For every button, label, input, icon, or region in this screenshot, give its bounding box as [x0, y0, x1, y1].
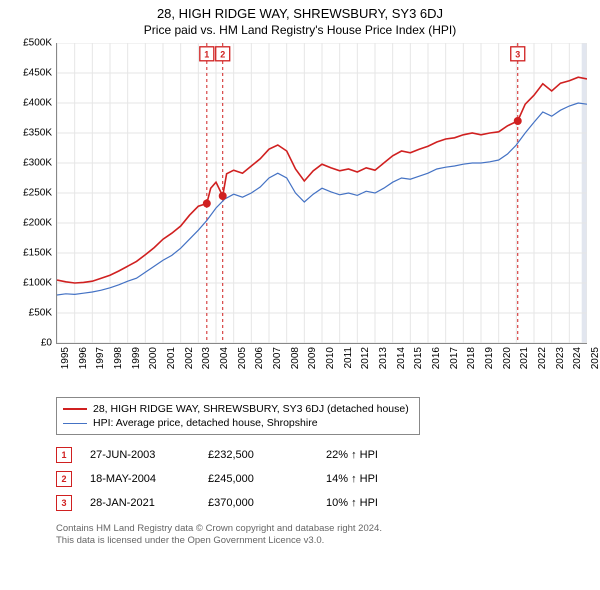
x-axis-label: 1999	[131, 347, 142, 369]
x-axis-label: 2017	[449, 347, 460, 369]
marker-number-box: 3	[56, 495, 72, 511]
y-axis-label: £500K	[23, 38, 52, 49]
x-axis-label: 1998	[113, 347, 124, 369]
x-axis-label: 2003	[201, 347, 212, 369]
x-axis-label: 2007	[272, 347, 283, 369]
marker-diff: 10% ↑ HPI	[326, 497, 426, 509]
marker-price: £370,000	[208, 497, 308, 509]
marker-row: 1 27-JUN-2003 £232,500 22% ↑ HPI	[56, 443, 486, 467]
marker-row: 2 18-MAY-2004 £245,000 14% ↑ HPI	[56, 467, 486, 491]
x-axis-label: 2024	[572, 347, 583, 369]
legend-swatch	[63, 408, 87, 410]
chart-subtitle: Price paid vs. HM Land Registry's House …	[8, 23, 592, 37]
x-axis-label: 2001	[166, 347, 177, 369]
x-axis-label: 2019	[484, 347, 495, 369]
y-axis-label: £350K	[23, 128, 52, 139]
x-axis-label: 1996	[78, 347, 89, 369]
x-axis-label: 2002	[184, 347, 195, 369]
y-axis-label: £450K	[23, 68, 52, 79]
legend: 28, HIGH RIDGE WAY, SHREWSBURY, SY3 6DJ …	[56, 397, 420, 435]
y-axis-label: £400K	[23, 98, 52, 109]
legend-label: 28, HIGH RIDGE WAY, SHREWSBURY, SY3 6DJ …	[93, 403, 409, 415]
y-axis-label: £150K	[23, 248, 52, 259]
marker-number-box: 2	[56, 471, 72, 487]
x-axis-label: 2011	[343, 347, 354, 369]
chart-title: 28, HIGH RIDGE WAY, SHREWSBURY, SY3 6DJ	[8, 6, 592, 21]
legend-swatch	[63, 423, 87, 424]
marker-price: £245,000	[208, 473, 308, 485]
x-axis-label: 2022	[537, 347, 548, 369]
x-axis-label: 2021	[519, 347, 530, 369]
footer-line-1: Contains HM Land Registry data © Crown c…	[56, 523, 592, 535]
y-axis-label: £300K	[23, 158, 52, 169]
legend-label: HPI: Average price, detached house, Shro…	[93, 417, 318, 429]
x-axis-label: 2005	[237, 347, 248, 369]
y-axis-label: £200K	[23, 218, 52, 229]
svg-text:3: 3	[515, 49, 520, 59]
x-axis-label: 2000	[148, 347, 159, 369]
marker-row: 3 28-JAN-2021 £370,000 10% ↑ HPI	[56, 491, 486, 515]
x-axis-label: 2016	[431, 347, 442, 369]
marker-table: 1 27-JUN-2003 £232,500 22% ↑ HPI 2 18-MAY-200…	[56, 443, 486, 515]
x-axis-label: 2013	[378, 347, 389, 369]
y-axis-label: £250K	[23, 188, 52, 199]
y-axis-label: £0	[41, 338, 52, 349]
y-axis-label: £100K	[23, 278, 52, 289]
marker-diff: 22% ↑ HPI	[326, 449, 426, 461]
x-axis-label: 2020	[502, 347, 513, 369]
marker-diff: 14% ↑ HPI	[326, 473, 426, 485]
x-axis-label: 1997	[95, 347, 106, 369]
x-axis-label: 2014	[396, 347, 407, 369]
svg-text:2: 2	[220, 49, 225, 59]
marker-price: £232,500	[208, 449, 308, 461]
x-axis-label: 2012	[360, 347, 371, 369]
svg-text:1: 1	[204, 49, 209, 59]
chart-area: £0 £50K £100K £150K £200K £250K £300K £350K £400…	[8, 43, 592, 393]
x-axis-label: 2018	[466, 347, 477, 369]
x-axis-label: 2008	[290, 347, 301, 369]
x-axis-label: 2010	[325, 347, 336, 369]
footer-text: Contains HM Land Registry data © Crown c…	[56, 523, 592, 548]
y-axis-label: £50K	[29, 308, 52, 319]
marker-date: 27-JUN-2003	[90, 449, 190, 461]
x-axis-label: 2006	[254, 347, 265, 369]
marker-number-box: 1	[56, 447, 72, 463]
line-chart: 1 2 3	[56, 43, 587, 344]
x-axis-label: 2009	[307, 347, 318, 369]
x-axis-label: 2015	[413, 347, 424, 369]
x-axis-label: 2023	[555, 347, 566, 369]
marker-date: 18-MAY-2004	[90, 473, 190, 485]
legend-row: 28, HIGH RIDGE WAY, SHREWSBURY, SY3 6DJ …	[63, 402, 413, 416]
x-axis-label: 2004	[219, 347, 230, 369]
marker-date: 28-JAN-2021	[90, 497, 190, 509]
x-axis-label: 1995	[60, 347, 71, 369]
footer-line-2: This data is licensed under the Open Gov…	[56, 535, 592, 547]
x-axis-label: 2025	[590, 347, 600, 369]
legend-row: HPI: Average price, detached house, Shro…	[63, 416, 413, 430]
